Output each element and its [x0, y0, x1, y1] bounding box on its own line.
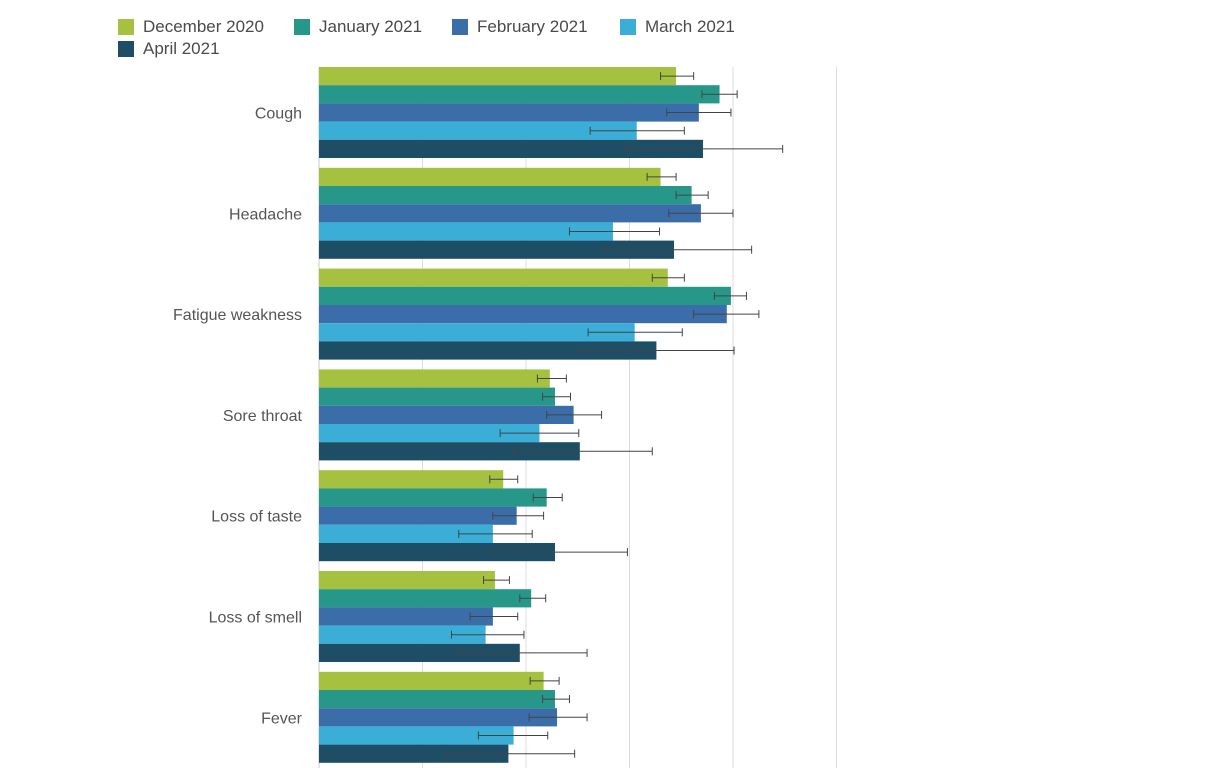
bar-sore-throat-february-2021[interactable]	[319, 405, 574, 424]
legend-label-march-2021: March 2021	[645, 17, 735, 36]
bar-loss-of-smell-february-2021[interactable]	[319, 607, 493, 626]
bar-headache-december-2020[interactable]	[319, 167, 661, 186]
legend-item-february-2021[interactable]: February 2021	[452, 16, 588, 38]
bar-headache-march-2021[interactable]	[319, 222, 613, 241]
chart-legend: December 2020 January 2021 February 2021…	[118, 16, 818, 60]
bar-sore-throat-march-2021[interactable]	[319, 424, 540, 443]
bar-fatigue-weakness-march-2021[interactable]	[319, 323, 635, 342]
legend-label-january-2021: January 2021	[319, 17, 423, 36]
bar-sore-throat-january-2021[interactable]	[319, 387, 555, 406]
bar-fever-january-2021[interactable]	[319, 690, 555, 709]
bar-loss-of-smell-april-2021[interactable]	[319, 643, 520, 662]
legend-swatch-april-2021	[118, 41, 134, 57]
bar-loss-of-taste-march-2021[interactable]	[319, 524, 493, 543]
bar-fatigue-weakness-february-2021[interactable]	[319, 305, 727, 324]
bar-fatigue-weakness-january-2021[interactable]	[319, 286, 731, 305]
legend-item-january-2021[interactable]: January 2021	[294, 16, 422, 38]
legend-swatch-december-2020	[118, 19, 134, 35]
category-label-loss-of-taste: Loss of taste	[211, 509, 302, 526]
category-label-fever: Fever	[261, 710, 303, 727]
bar-fever-march-2021[interactable]	[319, 726, 514, 745]
bar-loss-of-taste-december-2020[interactable]	[319, 470, 504, 489]
category-label-sore-throat: Sore throat	[223, 408, 303, 425]
bar-loss-of-smell-march-2021[interactable]	[319, 625, 486, 644]
bar-cough-december-2020[interactable]	[319, 67, 677, 86]
legend-swatch-march-2021	[620, 19, 636, 35]
legend-swatch-february-2021	[452, 19, 468, 35]
bar-cough-february-2021[interactable]	[319, 103, 699, 122]
legend-row-1: December 2020 January 2021 February 2021…	[118, 16, 818, 38]
bar-headache-april-2021[interactable]	[319, 240, 675, 259]
category-label-headache: Headache	[229, 206, 302, 223]
legend-label-february-2021: February 2021	[477, 17, 588, 36]
bar-cough-march-2021[interactable]	[319, 121, 637, 140]
category-label-fatigue-weakness: Fatigue weakness	[173, 307, 302, 324]
bar-fatigue-weakness-december-2020[interactable]	[319, 268, 668, 287]
bar-sore-throat-december-2020[interactable]	[319, 369, 550, 388]
legend-label-april-2021: April 2021	[143, 39, 220, 58]
legend-row-2: April 2021	[118, 38, 818, 60]
legend-item-december-2020[interactable]: December 2020	[118, 16, 264, 38]
bar-headache-january-2021[interactable]	[319, 186, 692, 205]
legend-item-march-2021[interactable]: March 2021	[620, 16, 735, 38]
bar-fever-december-2020[interactable]	[319, 671, 544, 690]
bar-loss-of-taste-january-2021[interactable]	[319, 488, 547, 507]
bar-cough-january-2021[interactable]	[319, 85, 720, 104]
bar-fatigue-weakness-april-2021[interactable]	[319, 341, 657, 360]
category-label-loss-of-smell: Loss of smell	[209, 610, 302, 627]
legend-item-april-2021[interactable]: April 2021	[118, 38, 220, 60]
bar-headache-february-2021[interactable]	[319, 204, 701, 223]
bar-loss-of-smell-january-2021[interactable]	[319, 589, 532, 608]
bar-sore-throat-april-2021[interactable]	[319, 442, 580, 461]
legend-swatch-january-2021	[294, 19, 310, 35]
bar-loss-of-taste-february-2021[interactable]	[319, 506, 517, 525]
legend-label-december-2020: December 2020	[143, 17, 264, 36]
bar-loss-of-taste-april-2021[interactable]	[319, 543, 555, 562]
bar-fever-april-2021[interactable]	[319, 744, 509, 763]
bar-cough-april-2021[interactable]	[319, 139, 703, 158]
bar-loss-of-smell-december-2020[interactable]	[319, 571, 495, 590]
category-label-cough: Cough	[255, 106, 302, 123]
bar-fever-february-2021[interactable]	[319, 708, 558, 727]
